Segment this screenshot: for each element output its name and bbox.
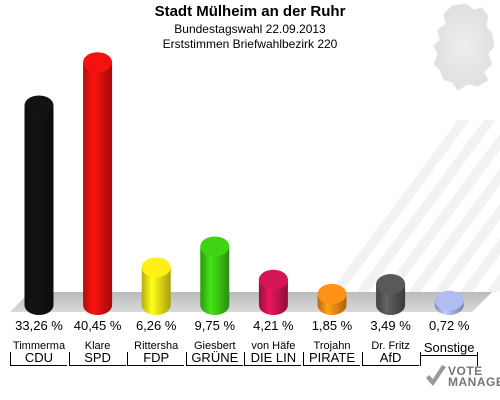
label-divider [244, 352, 246, 366]
bar-sonstige [434, 290, 464, 315]
candidate-label: Rittersha [134, 340, 179, 352]
logo-text-manager: MANAGER [448, 375, 500, 389]
background-stripes [330, 120, 500, 292]
category-label: DIE LIN [245, 351, 302, 366]
vote-manager-logo: VOTE MANAGER [424, 364, 500, 396]
logo-text-vote: VOTE [448, 364, 483, 378]
category-label: FDP [128, 351, 185, 366]
chart-subtitle-district: Erststimmen Briefwahlbezirk 220 [162, 37, 338, 51]
check-mark-icon [426, 365, 446, 386]
value-label: 33,26 % [15, 318, 63, 333]
label-divider [127, 352, 129, 366]
germany-map-icon [433, 3, 495, 91]
background-stripe [408, 168, 500, 292]
category-label: Sonstige [421, 341, 478, 356]
chart-title: Stadt Mülheim an der Ruhr [154, 3, 346, 20]
candidate-label: Trojahn [313, 340, 351, 352]
category-label: GRÜNE [186, 351, 243, 366]
label-divider [68, 352, 70, 366]
bar-spd [83, 52, 113, 315]
bar-cdu [24, 95, 54, 315]
label-divider [361, 352, 363, 366]
background-stripe [460, 238, 500, 292]
value-label: 1,85 % [311, 318, 353, 333]
label-divider [185, 352, 187, 366]
label-divider [477, 352, 479, 366]
bar-pirate [317, 283, 347, 315]
value-label: 0,72 % [428, 318, 470, 333]
candidate-label: Dr. Fritz [371, 340, 410, 352]
candidate-label: Giesbert [194, 340, 236, 352]
candidate-label: Timmerma [12, 340, 66, 352]
background-stripe [434, 203, 500, 292]
label-divider [10, 352, 11, 366]
label-divider [420, 352, 422, 366]
value-label: 9,75 % [194, 318, 236, 333]
background-stripe [356, 120, 496, 292]
category-label: PIRATE [304, 351, 360, 366]
bar-fdp [141, 257, 171, 315]
chart-subtitle-election: Bundestagswahl 22.09.2013 [174, 22, 326, 36]
label-divider [303, 352, 304, 366]
background-stripe [486, 273, 500, 292]
category-label: SPD [69, 351, 126, 366]
candidate-label: von Häfe [251, 340, 296, 352]
chart-floor [10, 292, 492, 312]
value-label: 3,49 % [370, 318, 411, 333]
category-label: CDU [11, 351, 67, 366]
candidate-label: Klare [84, 340, 111, 352]
bar-afd [376, 274, 406, 315]
value-label: 6,26 % [135, 318, 177, 333]
category-label: AfD [362, 351, 419, 366]
bar-grüne [200, 236, 230, 315]
bar-die-lin [258, 269, 288, 315]
value-label: 4,21 % [253, 318, 294, 333]
background-stripe [330, 120, 470, 292]
value-label: 40,45 % [73, 318, 122, 333]
background-stripe [382, 133, 500, 292]
